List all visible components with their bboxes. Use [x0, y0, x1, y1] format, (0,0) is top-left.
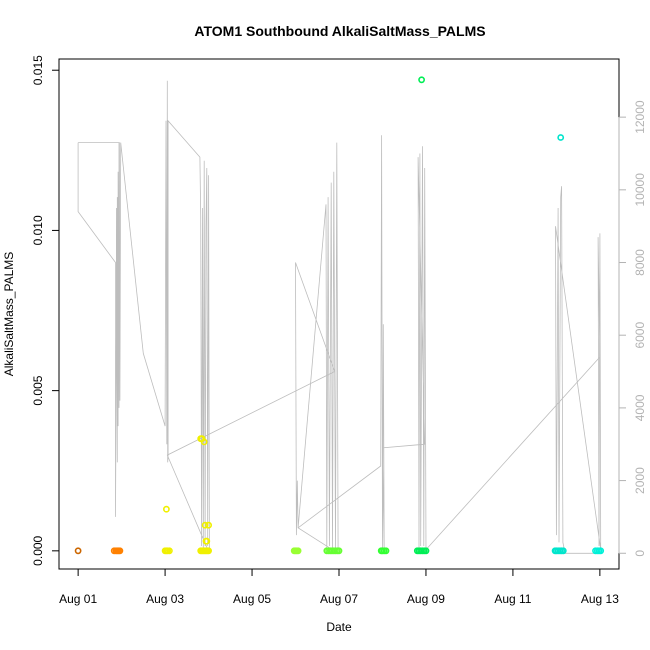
x-tick-label: Aug 01 — [59, 592, 97, 606]
y-tick-label: 0.010 — [31, 215, 45, 245]
data-point — [162, 505, 170, 513]
secondary-series-line — [77, 80, 602, 555]
data-point — [205, 521, 212, 529]
y2-tick-label: 2000 — [633, 467, 647, 494]
series-7 — [551, 134, 567, 555]
data-point — [294, 547, 302, 555]
data-point — [202, 537, 210, 545]
x-axis: Aug 01 Aug 03 Aug 05 Aug 07 Aug 09 Aug 11 Aug … — [59, 568, 619, 606]
y2-tick-label: 4000 — [633, 394, 647, 421]
y2-tick-label: 10000 — [633, 173, 647, 207]
x-tick-label: Aug 13 — [581, 592, 619, 606]
series-3 — [290, 547, 302, 555]
data-point — [200, 438, 208, 446]
y-axis: 0.000 0.005 0.010 0.015 — [31, 55, 60, 566]
data-point — [559, 547, 567, 555]
y-tick-label: 0.015 — [31, 55, 45, 85]
y-axis-label: AlkaliSaltMass_PALMS — [2, 252, 16, 377]
y2-axis: 0 2000 4000 6000 8000 10000 12000 — [618, 100, 647, 557]
series-1 — [110, 547, 124, 555]
data-point — [382, 547, 390, 555]
chart-title: ATOM1 Southbound AlkaliSaltMass_PALMS — [194, 23, 485, 39]
data-point — [422, 547, 430, 555]
x-tick-label: Aug 09 — [407, 592, 445, 606]
y2-tick-label: 12000 — [633, 100, 647, 134]
x-tick-label: Aug 03 — [146, 592, 184, 606]
series-5 — [377, 547, 390, 555]
plot-area — [74, 76, 605, 555]
x-tick-label: Aug 11 — [494, 592, 531, 606]
data-point — [335, 547, 343, 555]
series-2 — [161, 435, 212, 555]
x-tick-label: Aug 05 — [233, 592, 271, 606]
data-point — [165, 547, 173, 555]
data-point — [74, 547, 82, 555]
data-point — [557, 134, 565, 141]
series-4 — [323, 547, 343, 555]
data-point — [418, 76, 425, 84]
y-tick-label: 0.000 — [31, 535, 45, 565]
series-6 — [413, 76, 430, 555]
data-point — [116, 547, 124, 555]
y2-tick-label: 0 — [633, 550, 647, 557]
series-8 — [592, 547, 605, 555]
y-tick-label: 0.005 — [31, 375, 45, 405]
plot-frame — [58, 58, 620, 570]
series-0 — [74, 547, 82, 555]
data-point — [205, 547, 212, 555]
x-axis-label: Date — [326, 620, 352, 634]
y2-tick-label: 6000 — [633, 322, 647, 349]
data-point — [201, 521, 209, 529]
y2-tick-label: 8000 — [633, 249, 647, 276]
x-tick-label: Aug 07 — [320, 592, 358, 606]
data-point — [597, 547, 605, 555]
